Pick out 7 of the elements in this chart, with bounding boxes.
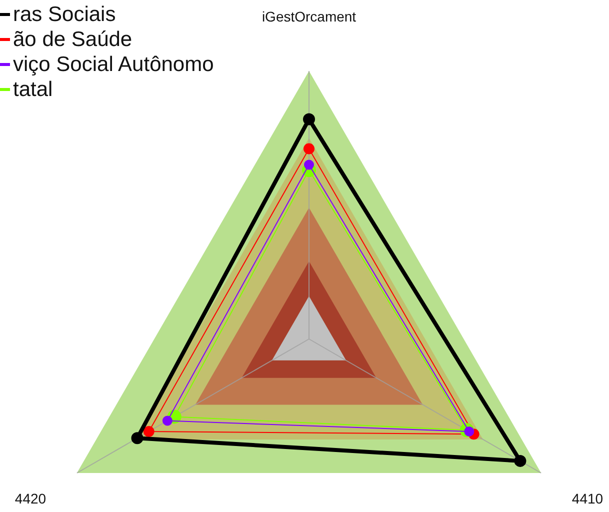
spoke-label: 4410	[572, 490, 604, 507]
spoke-label: iGestOrcament	[262, 8, 356, 24]
legend-label: ão de Saúde	[13, 27, 132, 52]
legend-label: ras Sociais	[13, 2, 116, 27]
legend-label: viço Social Autônomo	[13, 52, 214, 77]
legend-label: tatal	[13, 77, 53, 102]
spoke-label: 4420	[14, 490, 46, 507]
